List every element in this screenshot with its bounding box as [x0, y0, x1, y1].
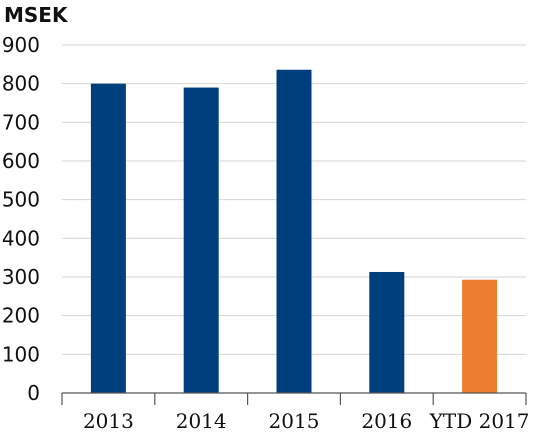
- bar-2015: [276, 69, 312, 393]
- bar-2016: [369, 271, 405, 393]
- x-tick-label: YTD 2017: [429, 409, 530, 433]
- y-tick-label: 600: [2, 149, 40, 173]
- y-tick-label: 900: [2, 33, 40, 57]
- y-unit-label: MSEK: [4, 3, 69, 27]
- y-axis-ticks: 0 100 200 300 400 500 600 700 800 900: [2, 33, 40, 405]
- y-tick-label: 300: [2, 265, 40, 289]
- bars: [90, 69, 498, 394]
- x-tick-label: 2015: [269, 409, 320, 433]
- bar-2014: [183, 87, 219, 394]
- x-tick-label: 2016: [361, 409, 412, 433]
- x-axis: [61, 392, 527, 405]
- y-tick-label: 500: [2, 188, 40, 212]
- bar-2013: [90, 83, 126, 394]
- y-tick-label: 700: [2, 110, 40, 134]
- y-tick-label: 0: [27, 381, 40, 405]
- y-tick-label: 400: [2, 226, 40, 250]
- bar-ytd-2017: [462, 279, 498, 393]
- y-tick-label: 800: [2, 72, 40, 96]
- y-tick-label: 100: [2, 342, 40, 366]
- y-tick-label: 200: [2, 304, 40, 328]
- x-tick-label: 2013: [83, 409, 134, 433]
- x-axis-ticks: 2013 2014 2015 2016 YTD 2017: [83, 409, 530, 433]
- x-tick-label: 2014: [176, 409, 227, 433]
